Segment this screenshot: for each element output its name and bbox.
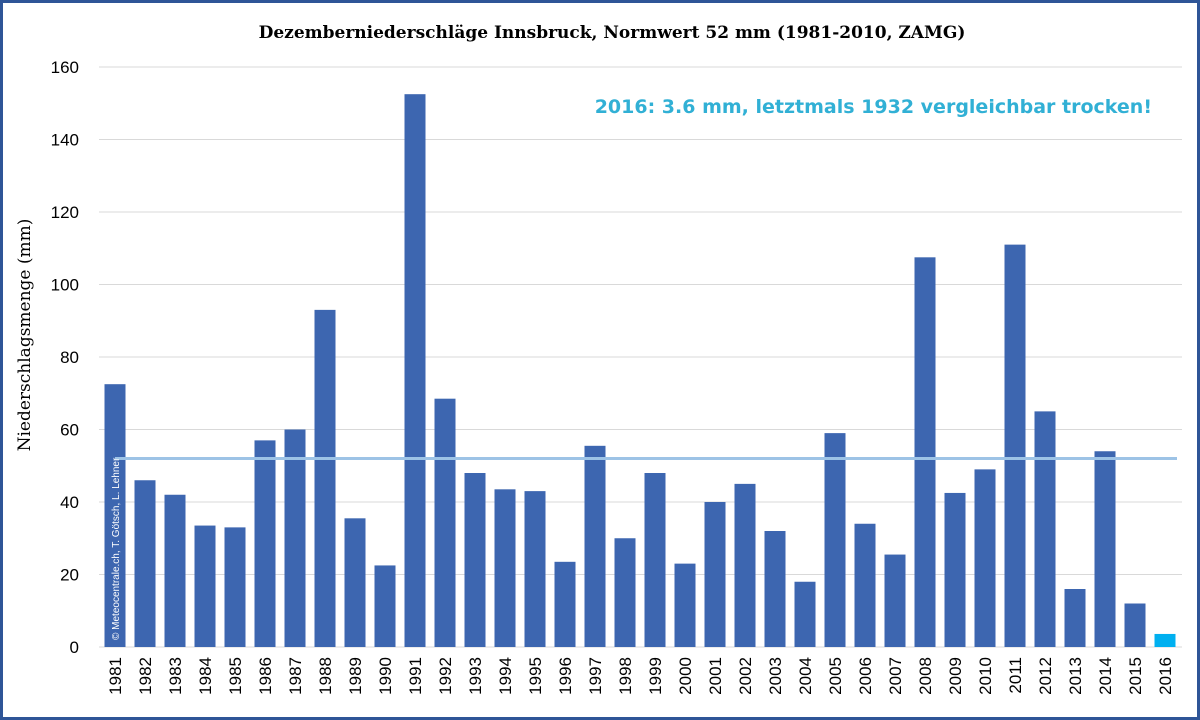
bar-1999 bbox=[644, 473, 666, 647]
y-tick-label: 20 bbox=[60, 566, 79, 585]
x-tick-label: 2012 bbox=[1036, 657, 1055, 695]
y-tick-label: 140 bbox=[51, 131, 79, 150]
bar-1993 bbox=[464, 473, 486, 647]
x-tick-label: 1987 bbox=[286, 657, 305, 695]
x-tick-label: 2005 bbox=[826, 657, 845, 695]
bar-1989 bbox=[344, 518, 366, 647]
y-tick-label: 120 bbox=[51, 203, 79, 222]
x-tick-label: 1982 bbox=[136, 657, 155, 695]
bar-2010 bbox=[974, 469, 996, 647]
bar-2007 bbox=[884, 554, 906, 647]
gridlines bbox=[99, 66, 1182, 648]
bar-2000 bbox=[674, 563, 696, 647]
bars bbox=[104, 94, 1176, 647]
bar-1995 bbox=[524, 491, 546, 647]
x-tick-label: 1983 bbox=[166, 657, 185, 695]
x-tick-label: 1993 bbox=[466, 657, 485, 695]
x-tick-label: 1996 bbox=[556, 657, 575, 695]
x-tick-label: 2013 bbox=[1066, 657, 1085, 695]
x-tick-label: 1981 bbox=[106, 657, 125, 695]
chart-title: Dezemberniederschläge Innsbruck, Normwer… bbox=[259, 23, 966, 43]
bar-1990 bbox=[374, 565, 396, 647]
bar-2003 bbox=[764, 531, 786, 647]
x-tick-label: 2002 bbox=[736, 657, 755, 695]
y-tick-label: 60 bbox=[60, 421, 79, 440]
bar-2015 bbox=[1124, 603, 1146, 647]
x-tick-label: 2015 bbox=[1126, 657, 1145, 695]
x-tick-label: 2004 bbox=[796, 657, 815, 695]
annotation-text: 2016: 3.6 mm, letztmals 1932 vergleichba… bbox=[595, 96, 1152, 118]
x-tick-label: 1999 bbox=[646, 657, 665, 695]
bar-1982 bbox=[134, 480, 156, 647]
x-tick-label: 2014 bbox=[1096, 657, 1115, 695]
y-tick-label: 160 bbox=[51, 58, 79, 77]
x-tick-label: 1998 bbox=[616, 657, 635, 695]
y-axis-ticks: 0 20 40 60 80 100 120 140 160 bbox=[51, 58, 79, 657]
bar-1986 bbox=[254, 440, 276, 647]
x-tick-label: 1990 bbox=[376, 657, 395, 695]
x-tick-label: 1986 bbox=[256, 657, 275, 695]
bar-1987 bbox=[284, 429, 306, 647]
x-tick-label: 2006 bbox=[856, 657, 875, 695]
x-tick-label: 2001 bbox=[706, 657, 725, 695]
bar-2006 bbox=[854, 523, 876, 647]
bar-1998 bbox=[614, 538, 636, 647]
x-tick-label: 1997 bbox=[586, 657, 605, 695]
y-tick-label: 0 bbox=[70, 638, 79, 657]
bar-2013 bbox=[1064, 589, 1086, 647]
x-tick-label: 1991 bbox=[406, 657, 425, 695]
bar-1988 bbox=[314, 309, 336, 647]
bar-1984 bbox=[194, 525, 216, 647]
bar-2001 bbox=[704, 502, 726, 647]
bar-2008 bbox=[914, 257, 936, 647]
x-tick-label: 2003 bbox=[766, 657, 785, 695]
x-tick-label: 1992 bbox=[436, 657, 455, 695]
x-tick-label: 2007 bbox=[886, 657, 905, 695]
bar-2011 bbox=[1004, 244, 1026, 647]
bar-2009 bbox=[944, 492, 966, 647]
x-tick-label: 1985 bbox=[226, 657, 245, 695]
y-tick-label: 80 bbox=[60, 348, 79, 367]
x-tick-label: 1989 bbox=[346, 657, 365, 695]
bar-2002 bbox=[734, 483, 756, 647]
x-tick-label: 1994 bbox=[496, 657, 515, 695]
bar-2012 bbox=[1034, 411, 1056, 647]
bar-1991 bbox=[404, 94, 426, 647]
bar-1997 bbox=[584, 445, 606, 647]
y-axis-label: Niederschlagsmenge (mm) bbox=[15, 219, 35, 452]
x-tick-label: 2008 bbox=[916, 657, 935, 695]
bar-1985 bbox=[224, 527, 246, 647]
y-tick-label: 100 bbox=[51, 276, 79, 295]
x-tick-label: 1995 bbox=[526, 657, 545, 695]
bar-1981 bbox=[104, 384, 126, 647]
copyright-text: © Meteocentrale.ch, T. Götsch, L. Lehner bbox=[111, 457, 122, 640]
x-tick-label: 2009 bbox=[946, 657, 965, 695]
x-tick-label: 2000 bbox=[676, 657, 695, 695]
x-tick-label: 1984 bbox=[196, 657, 215, 695]
x-tick-label: 1988 bbox=[316, 657, 335, 695]
y-tick-label: 40 bbox=[60, 493, 79, 512]
bar-1996 bbox=[554, 561, 576, 647]
bar-1994 bbox=[494, 489, 516, 647]
bar-1992 bbox=[434, 398, 456, 647]
x-tick-label: 2016 bbox=[1156, 657, 1175, 695]
x-axis-ticks: 1981 1982 1983 1984 1985 1986 1987 1988 1989 1990… bbox=[106, 657, 1175, 695]
bar-1983 bbox=[164, 494, 186, 647]
bar-2016 bbox=[1154, 633, 1176, 647]
x-tick-label: 2010 bbox=[976, 657, 995, 695]
bar-2014 bbox=[1094, 451, 1116, 647]
x-tick-label: 2011 bbox=[1006, 657, 1025, 694]
bar-2004 bbox=[794, 581, 816, 647]
bar-2005 bbox=[824, 433, 846, 647]
